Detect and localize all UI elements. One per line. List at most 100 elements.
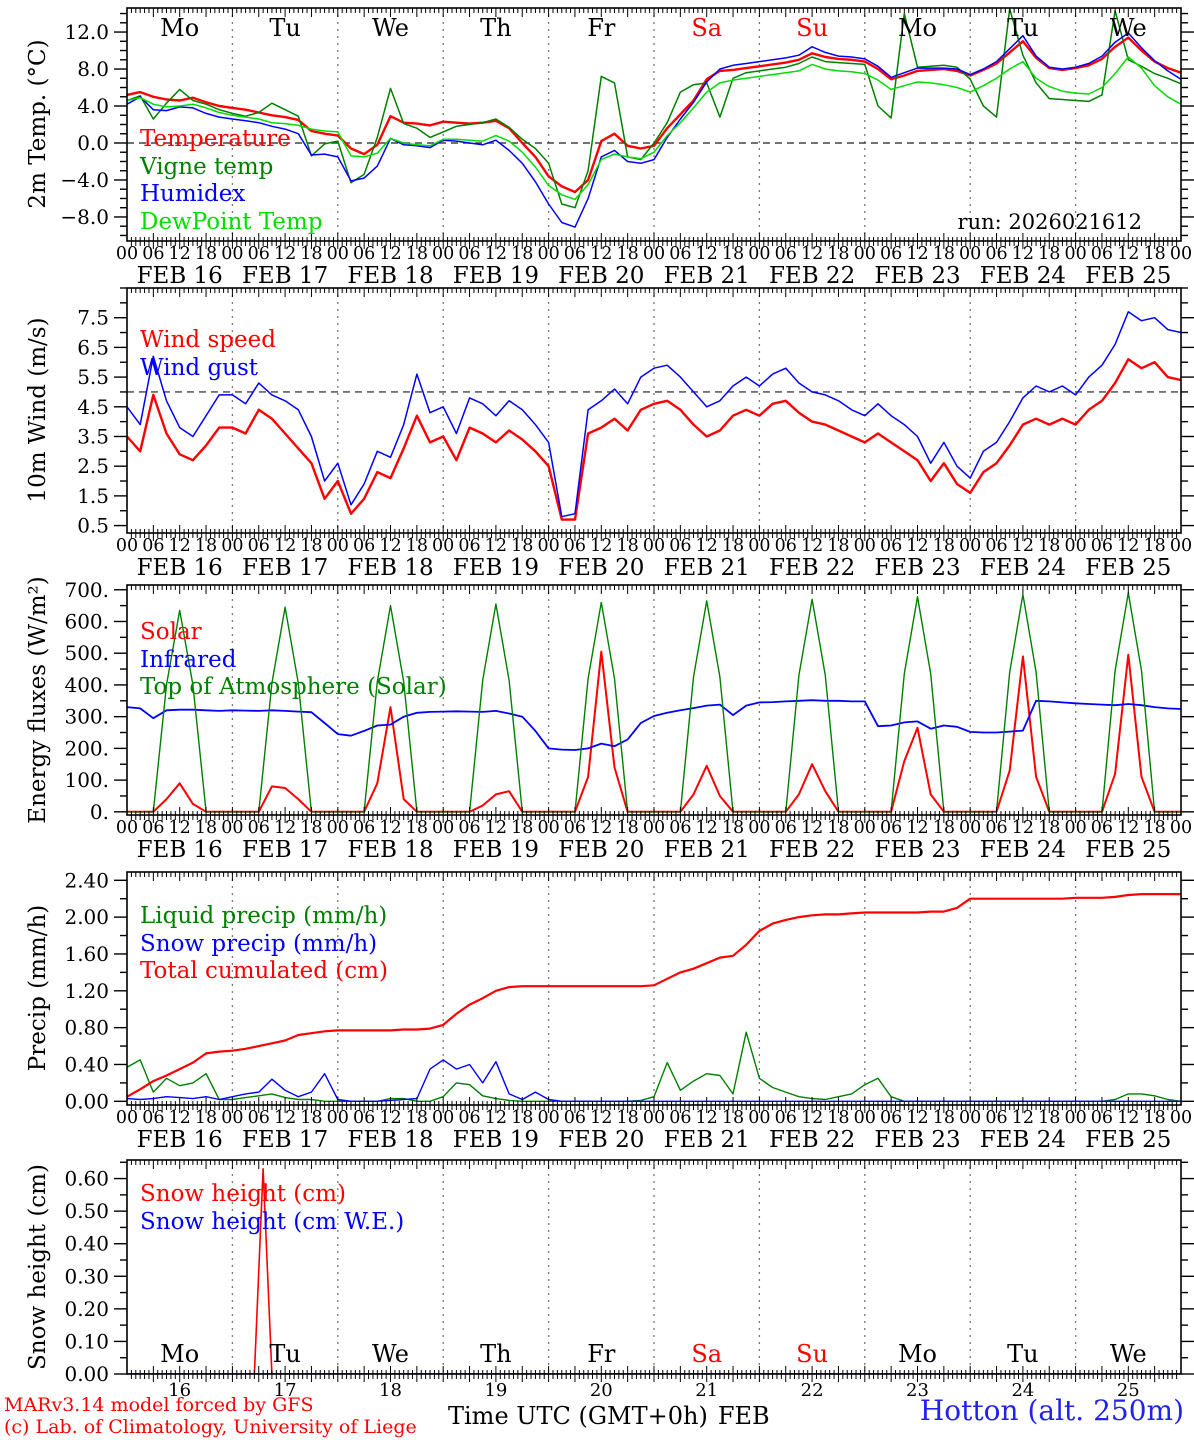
- x-hour-label: 12: [379, 244, 401, 264]
- x-hour-label: 18: [722, 244, 744, 264]
- x-hour-label: 12: [696, 536, 718, 556]
- x-hour-label: 12: [906, 818, 928, 838]
- x-hour-label: 06: [669, 818, 691, 838]
- x-hour-label: 06: [775, 1108, 797, 1128]
- x-hour-label: 12: [590, 244, 612, 264]
- x-hour-label: 00: [116, 536, 138, 556]
- x-date-label: FEB 18: [347, 837, 433, 863]
- x-hour-label: 12: [590, 818, 612, 838]
- series-vigne-temp: [127, 8, 1181, 209]
- x-date-label: FEB 24: [980, 837, 1066, 863]
- x-hour-label: 18: [933, 244, 955, 264]
- day-number-label: 22: [801, 1380, 824, 1401]
- x-hour-label: 00: [748, 818, 770, 838]
- x-hour-label: 06: [564, 818, 586, 838]
- day-label-top: Th: [480, 14, 511, 42]
- x-hour-label: 18: [617, 818, 639, 838]
- x-hour-label: 06: [458, 536, 480, 556]
- y-tick-label: 0.40: [64, 1052, 109, 1076]
- y-tick-label: 600.: [64, 609, 109, 633]
- x-hour-label: 12: [1012, 1108, 1034, 1128]
- x-date-label: FEB 18: [347, 263, 433, 289]
- x-date-label: FEB 25: [1085, 837, 1171, 863]
- x-hour-label: 18: [933, 1108, 955, 1128]
- day-label-top: Mo: [898, 14, 937, 42]
- x-hour-label: 06: [353, 244, 375, 264]
- x-hour-label: 06: [564, 536, 586, 556]
- legend-snow: Snow height (cm) Snow height (cm W.E.): [140, 1181, 404, 1236]
- x-hour-label: 18: [827, 536, 849, 556]
- x-hour-label: 12: [1117, 818, 1139, 838]
- x-hour-label: 00: [959, 536, 981, 556]
- x-hour-label: 00: [116, 1108, 138, 1128]
- day-number-label: 18: [379, 1380, 402, 1401]
- x-hour-label: 12: [696, 244, 718, 264]
- x-hour-label: 06: [564, 1108, 586, 1128]
- x-hour-label: 06: [142, 818, 164, 838]
- x-hour-label: 18: [511, 244, 533, 264]
- x-hour-label: 00: [959, 244, 981, 264]
- x-hour-label: 00: [959, 1108, 981, 1128]
- y-axis-title-temp: 2m Temp. (°C): [25, 39, 51, 209]
- x-hour-label: 18: [617, 1108, 639, 1128]
- x-date-label: FEB 21: [664, 837, 750, 863]
- x-hour-label: 18: [1144, 1108, 1166, 1128]
- day-label-bottom: Fr: [587, 1340, 616, 1368]
- y-tick-label: 8.0: [77, 57, 109, 81]
- y-tick-label: 0.80: [64, 1016, 109, 1040]
- x-hour-label: 12: [169, 244, 191, 264]
- y-tick-label: 100.: [64, 768, 109, 792]
- y-tick-label: 7.5: [77, 306, 109, 330]
- x-hour-label: 18: [300, 536, 322, 556]
- x-hour-label: 12: [801, 818, 823, 838]
- x-hour-label: 06: [669, 536, 691, 556]
- y-tick-label: 2.40: [64, 868, 109, 892]
- y-tick-label: 3.5: [77, 424, 109, 448]
- x-hour-label: 00: [643, 1108, 665, 1128]
- x-hour-label: 18: [933, 536, 955, 556]
- y-tick-label: 0.5: [77, 514, 109, 538]
- x-hour-label: 12: [274, 818, 296, 838]
- x-date-label: FEB 20: [558, 837, 644, 863]
- y-tick-label: −8.0: [60, 205, 109, 229]
- legend-item-snow-height: Snow height (cm): [140, 1181, 346, 1207]
- x-hour-label: 06: [248, 1108, 270, 1128]
- x-hour-label: 00: [748, 244, 770, 264]
- y-tick-label: 0.: [90, 800, 109, 824]
- x-hour-label: 00: [537, 818, 559, 838]
- x-date-label: FEB 23: [874, 263, 960, 289]
- x-hour-label: 18: [1038, 1108, 1060, 1128]
- model-credit: MARv3.14 model forced by GFS (c) Lab. of…: [4, 1394, 417, 1438]
- x-hour-label: 18: [933, 818, 955, 838]
- y-tick-label: 6.5: [77, 335, 109, 359]
- x-date-label: FEB 25: [1085, 263, 1171, 289]
- x-hour-label: 12: [485, 536, 507, 556]
- x-hour-label: 06: [775, 818, 797, 838]
- y-tick-label: 0.00: [64, 1362, 109, 1386]
- x-date-label: FEB 21: [664, 263, 750, 289]
- x-hour-label: 00: [1170, 244, 1192, 264]
- x-hour-label: 18: [722, 1108, 744, 1128]
- x-hour-label: 00: [854, 1108, 876, 1128]
- x-hour-label: 00: [748, 536, 770, 556]
- legend-temp: Temperature Vigne temp Humidex DewPoint …: [140, 126, 323, 236]
- x-hour-label: 00: [221, 818, 243, 838]
- x-hour-label: 00: [432, 536, 454, 556]
- y-tick-label: 300.: [64, 705, 109, 729]
- x-date-label: FEB 17: [242, 837, 328, 863]
- day-label-bottom: Su: [796, 1340, 828, 1368]
- y-tick-label: 5.5: [77, 365, 109, 389]
- x-hour-label: 00: [537, 1108, 559, 1128]
- x-hour-label: 06: [880, 536, 902, 556]
- day-label-bottom: We: [372, 1340, 409, 1368]
- x-hour-label: 00: [1064, 244, 1086, 264]
- x-hour-label: 06: [775, 536, 797, 556]
- x-hour-label: 12: [696, 818, 718, 838]
- x-hour-label: 06: [353, 1108, 375, 1128]
- x-hour-label: 18: [827, 1108, 849, 1128]
- x-hour-label: 00: [116, 818, 138, 838]
- x-hour-label: 00: [959, 818, 981, 838]
- y-tick-label: 1.60: [64, 942, 109, 966]
